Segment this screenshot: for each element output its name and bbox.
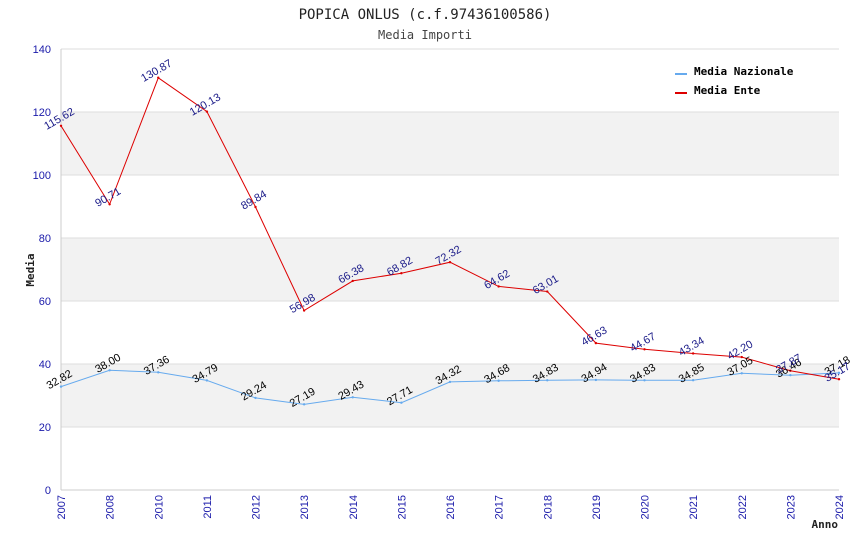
data-point [157, 371, 160, 374]
data-point [351, 279, 354, 283]
background-band [61, 238, 839, 301]
data-label: 90.71 [93, 186, 123, 210]
y-tick-label: 120 [33, 107, 51, 119]
y-tick-label: 140 [33, 44, 51, 56]
x-axis-title: Anno [812, 518, 839, 531]
data-point [448, 380, 452, 384]
x-tick-labels: 2007 2008 2010 2011 2012 2013 2014 2015 2016 2017… [56, 495, 846, 519]
x-tick-label: 2021 [688, 495, 700, 519]
data-point [254, 205, 257, 209]
x-tick-label: 2023 [785, 495, 797, 519]
series-lines [59, 76, 841, 406]
x-tick-label: 2022 [737, 495, 749, 519]
data-point [691, 379, 695, 382]
data-point [108, 369, 111, 372]
data-point [157, 76, 160, 79]
background-band [61, 364, 839, 427]
y-tick-label: 100 [33, 170, 51, 182]
legend: Media Nazionale Media Ente [675, 65, 794, 97]
legend-label-media-ente: Media Ente [694, 84, 761, 97]
y-tick-label: 20 [39, 422, 51, 434]
data-point [108, 203, 111, 206]
y-tick-label: 0 [45, 485, 51, 497]
data-point [740, 372, 743, 375]
x-tick-label: 2018 [542, 495, 554, 519]
chart-title: POPICA ONLUS (c.f.97436100586) [299, 7, 552, 23]
data-point [789, 373, 792, 377]
background-band [61, 112, 839, 175]
x-tick-label: 2011 [202, 495, 214, 519]
data-point [205, 110, 209, 113]
legend-item-media-nazionale: Media Nazionale [675, 65, 794, 78]
data-point [837, 371, 841, 375]
data-point [789, 369, 792, 372]
y-tick-label: 40 [39, 359, 51, 371]
y-tick-label: 80 [39, 233, 51, 245]
data-point [594, 378, 598, 382]
data-point [594, 341, 598, 345]
x-tick-label: 2015 [396, 495, 408, 519]
data-point [837, 378, 841, 381]
x-tick-label: 2020 [640, 495, 652, 519]
x-tick-label: 2012 [251, 495, 263, 519]
legend-label-media-nazionale: Media Nazionale [694, 65, 794, 78]
legend-item-media-ente: Media Ente [675, 84, 761, 97]
data-label: 43.34 [677, 335, 707, 359]
x-tick-label: 2013 [299, 495, 311, 519]
x-tick-label: 2008 [105, 495, 117, 519]
x-tick-label: 2024 [834, 495, 846, 519]
data-label: 89.84 [239, 188, 269, 212]
data-point [59, 124, 63, 127]
x-tick-label: 2016 [445, 495, 457, 519]
x-tick-label: 2019 [591, 495, 603, 519]
data-point [302, 403, 306, 406]
data-point [59, 385, 63, 388]
x-tick-label: 2010 [153, 495, 165, 519]
x-tick-label: 2007 [56, 495, 68, 519]
data-point [546, 379, 549, 382]
y-tick-label: 60 [39, 296, 51, 308]
x-tick-label: 2014 [348, 495, 360, 519]
x-tick-label: 2017 [494, 495, 506, 519]
chart-subtitle: Media Importi [378, 28, 472, 42]
background-bands [61, 112, 839, 427]
y-axis-title: Media [24, 253, 37, 286]
data-point [691, 352, 695, 355]
data-point [351, 396, 354, 399]
data-label: 46.63 [579, 324, 609, 348]
data-point [497, 285, 500, 288]
data-point [546, 290, 549, 293]
data-point [400, 401, 403, 404]
data-point [448, 260, 452, 264]
data-point [302, 309, 306, 312]
data-point [254, 396, 257, 400]
data-point [740, 355, 743, 359]
data-label: 44.67 [628, 331, 658, 355]
data-point [643, 348, 646, 351]
data-point [205, 379, 209, 382]
data-point [497, 379, 500, 382]
data-point [643, 379, 646, 382]
data-point [400, 272, 403, 275]
y-tick-labels: 0 20 40 60 80 100 120 140 [33, 44, 51, 497]
